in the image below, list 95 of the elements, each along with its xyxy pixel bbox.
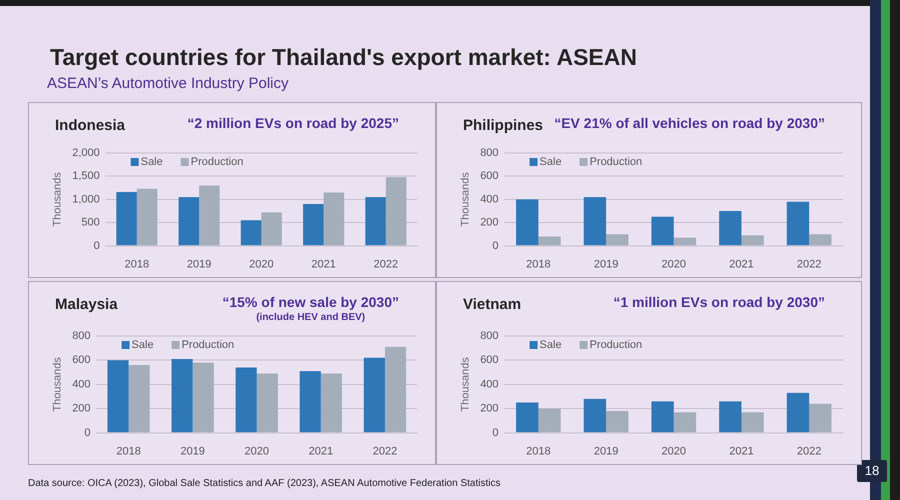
x-tick-label: 2022 [796, 445, 822, 458]
text: (include HEV and BEV) [255, 312, 366, 323]
y-axis-title: Thousands [460, 356, 472, 412]
y-tick-label: 800 [480, 147, 499, 160]
source-note: Data source: OICA (2023), Global Sale Statistics and AAF (2023), ASEAN Automotive Federation Statistics [28, 478, 500, 489]
bar [116, 192, 137, 246]
bar [606, 234, 628, 246]
x-tick-label: 2022 [374, 258, 398, 270]
bar [741, 235, 764, 246]
x-tick-label: 2022 [372, 445, 398, 458]
bar [786, 392, 810, 432]
legend-label: Sale [132, 339, 154, 352]
y-tick-label: 200 [480, 216, 499, 229]
legend-label: Sale [140, 156, 163, 168]
y-axis-title: Thousands [52, 172, 64, 227]
y-tick-label: 0 [492, 240, 499, 252]
y-tick-label: 500 [81, 216, 100, 229]
bar [538, 236, 561, 246]
bar [584, 398, 606, 432]
y-tick-label: 0 [94, 240, 100, 252]
bar [261, 212, 282, 246]
legend-label: Production [590, 156, 642, 168]
chart-title: Vietnam [463, 296, 522, 313]
y-tick-label: 800 [72, 330, 91, 342]
legend-label: Sale [540, 339, 562, 352]
x-tick-label: 2021 [311, 258, 336, 270]
bar [516, 402, 538, 432]
bar [324, 192, 344, 246]
chart-title: Malaysia [55, 296, 118, 313]
x-tick-label: 2021 [308, 445, 334, 458]
y-tick-label: 2,000 [72, 147, 100, 160]
y-tick-label: 400 [480, 193, 499, 206]
bar [516, 199, 538, 246]
bar [584, 197, 606, 246]
bar [719, 401, 742, 432]
bar [178, 197, 200, 246]
y-tick-label: 600 [480, 354, 499, 366]
bar [538, 408, 561, 432]
x-tick-label: 2020 [662, 445, 686, 458]
bar [719, 211, 742, 246]
y-tick-label: 200 [480, 402, 499, 415]
y-tick-label: 0 [84, 426, 91, 439]
legend-label: Production [590, 339, 642, 352]
x-tick-label: 2019 [186, 258, 212, 270]
bar [651, 401, 674, 432]
x-tick-label: 2018 [116, 445, 141, 458]
x-tick-label: 2021 [729, 258, 754, 270]
y-tick-label: 400 [72, 378, 91, 390]
bar [674, 238, 696, 246]
y-tick-label: 600 [72, 354, 91, 366]
y-tick-label: 600 [480, 170, 499, 182]
bar [303, 204, 324, 246]
x-tick-label: 2019 [594, 445, 618, 458]
bar [809, 404, 832, 432]
y-tick-label: 1,000 [72, 193, 100, 206]
bar [786, 202, 810, 246]
bar [199, 185, 220, 246]
y-tick-label: 200 [72, 402, 91, 415]
x-tick-label: 2020 [662, 258, 686, 270]
chart-title: Philippines [463, 117, 544, 134]
bar [365, 197, 386, 246]
bar [386, 177, 406, 246]
text: ASEAN’s Automotive Industry Policy [47, 75, 288, 92]
legend-label: Production [190, 156, 244, 168]
y-tick-label: 0 [492, 426, 499, 439]
chart-subtitle: “15% of new sale by 2030” [222, 294, 399, 310]
chart-title: Indonesia [55, 117, 126, 134]
y-axis-title: Thousands [52, 356, 64, 412]
x-tick-label: 2018 [124, 258, 150, 270]
bar [606, 411, 628, 432]
x-tick-label: 2020 [244, 445, 270, 458]
bar [809, 234, 832, 246]
bar [240, 220, 262, 246]
bar [741, 412, 764, 432]
text: Target countries for Thailand's export market: ASEAN [50, 44, 637, 71]
x-tick-label: 2018 [526, 258, 551, 270]
y-tick-label: 800 [480, 330, 499, 342]
chart-subtitle: “EV 21% of all vehicles on road by 2030” [554, 115, 825, 131]
text: 18 [857, 460, 887, 482]
bar [674, 412, 696, 432]
chart-subtitle: “2 million EVs on road by 2025” [187, 115, 399, 131]
bar [651, 216, 674, 246]
x-tick-label: 2020 [249, 258, 274, 270]
x-tick-label: 2018 [526, 445, 551, 458]
x-tick-label: 2019 [180, 445, 205, 458]
y-tick-label: 400 [480, 378, 499, 390]
bar [136, 188, 158, 246]
x-tick-label: 2022 [796, 258, 822, 270]
legend-label: Sale [540, 156, 562, 168]
chart-subtitle: “1 million EVs on road by 2030” [613, 294, 825, 310]
y-tick-label: 1,500 [72, 170, 100, 182]
legend-label: Production [182, 339, 234, 352]
x-tick-label: 2019 [594, 258, 618, 270]
y-axis-title: Thousands [460, 172, 472, 227]
x-tick-label: 2021 [729, 445, 754, 458]
